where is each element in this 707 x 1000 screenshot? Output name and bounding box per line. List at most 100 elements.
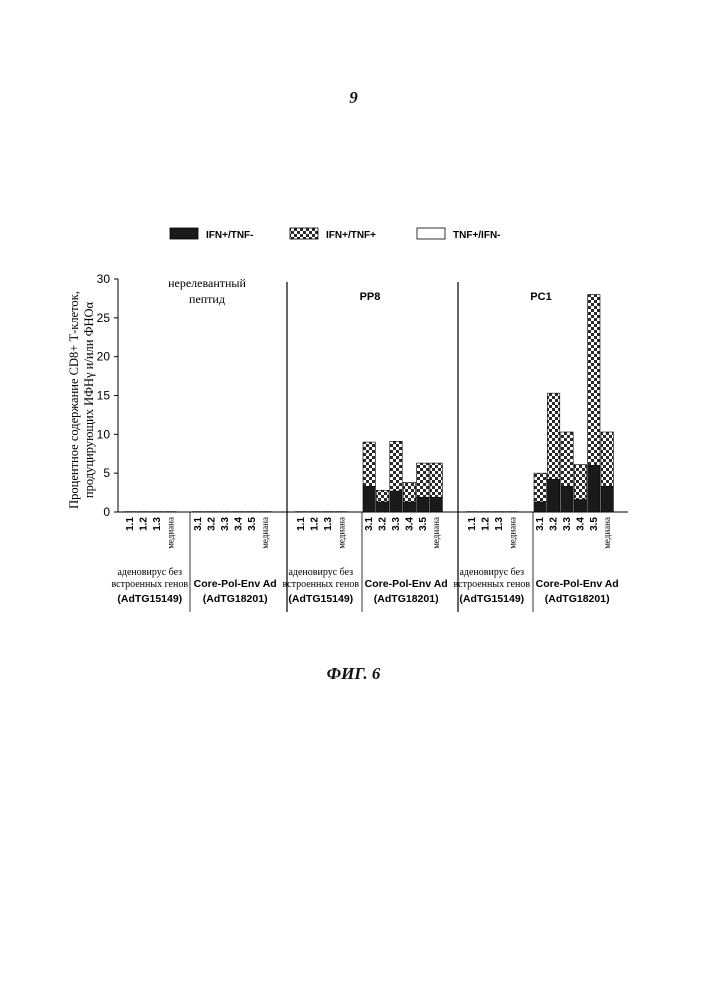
category-label: 3.2 — [378, 517, 389, 531]
bar-segment-ifntnf — [192, 511, 204, 512]
group-label-line1: Core-Pol-Env Ad — [194, 578, 277, 590]
category-label: медиана — [507, 517, 517, 549]
bar-segment-ifntnf — [601, 432, 613, 486]
group-label-line3: (AdTG15149) — [288, 593, 353, 605]
group-label-line2: (AdTG18201) — [374, 593, 439, 605]
y-tick-label: 10 — [97, 427, 111, 441]
category-label: медиана — [336, 517, 346, 549]
panel-title: PC1 — [530, 291, 551, 303]
bar-segment-ifntnf — [430, 463, 442, 497]
bar-segment-ifntnf — [479, 511, 491, 512]
category-label: 3.4 — [233, 517, 244, 531]
legend-swatch-3 — [417, 228, 445, 239]
group-label-line2: встроенных генов — [112, 579, 189, 590]
group-label-line2: встроенных генов — [283, 579, 360, 590]
y-tick-label: 30 — [97, 272, 111, 286]
group-label-line3: (AdTG15149) — [117, 593, 182, 605]
bar-segment-ifntnf — [534, 502, 546, 512]
bar-segment-ifntnf — [376, 502, 388, 512]
category-label: 3.1 — [193, 517, 204, 531]
y-tick-label: 25 — [97, 311, 111, 325]
category-label: медиана — [602, 517, 612, 549]
y-tick-label: 0 — [103, 505, 110, 519]
panel-title: нерелевантныйпептид — [168, 276, 246, 306]
bar-segment-ifntnf — [547, 393, 559, 479]
category-label: 3.5 — [418, 517, 429, 531]
group-label-line1: аденовирус без — [117, 567, 182, 578]
bar-segment-ifntnf — [363, 486, 375, 512]
category-label: 3.1 — [364, 517, 375, 531]
category-label: 1.2 — [481, 517, 492, 531]
bar-segment-ifntnf — [430, 497, 442, 512]
group-label-line3: (AdTG15149) — [459, 593, 524, 605]
bar-segment-ifntnf — [588, 295, 600, 466]
bar-segment-ifntnf — [601, 486, 613, 512]
category-label: 3.5 — [247, 517, 258, 531]
bar-segment-ifntnf — [246, 511, 258, 512]
bar-segment-ifntnf — [506, 511, 518, 512]
group-label-line2: (AdTG18201) — [203, 593, 268, 605]
y-axis-label: Процентное содержание CD8+ Т-клеток,прод… — [67, 291, 96, 509]
y-tick-label: 20 — [97, 350, 111, 364]
bar-segment-ifntnf — [493, 511, 505, 512]
legend-swatch-1 — [170, 228, 198, 239]
bar-segment-ifntnf — [403, 482, 415, 501]
group-label-line2: встроенных генов — [454, 579, 531, 590]
legend-swatch-2 — [290, 228, 318, 239]
category-label: 3.1 — [535, 517, 546, 531]
legend-label: IFN+/TNF- — [206, 230, 254, 241]
category-label: 3.4 — [404, 517, 415, 531]
bar-segment-ifntnf — [574, 465, 586, 500]
category-label: медиана — [165, 517, 175, 549]
bar-segment-ifntnf — [322, 511, 334, 512]
category-label: 1.1 — [467, 517, 478, 531]
category-label: 1.2 — [139, 517, 150, 531]
bar-segment-ifntnf — [363, 442, 375, 486]
bar-segment-ifntnf — [574, 500, 586, 512]
category-label: 3.3 — [220, 517, 231, 531]
bar-segment-ifntnf — [376, 490, 388, 502]
group-label-line1: аденовирус без — [459, 567, 524, 578]
category-label: 3.3 — [391, 517, 402, 531]
panel-title: PP8 — [360, 291, 381, 303]
group-label-line2: (AdTG18201) — [545, 593, 610, 605]
category-label: 3.2 — [549, 517, 560, 531]
bar-segment-ifntnf — [137, 511, 149, 512]
category-label: 3.2 — [207, 517, 218, 531]
bar-segment-ifntnf — [390, 491, 402, 512]
bar-segment-ifntnf — [335, 511, 347, 512]
bar-segment-ifntnf — [547, 479, 559, 512]
category-label: 3.3 — [562, 517, 573, 531]
bar-segment-ifntnf — [124, 511, 136, 512]
category-label: 1.3 — [152, 517, 163, 531]
bar-segment-ifntnf — [390, 441, 402, 491]
bar-segment-ifntnf — [417, 497, 429, 512]
category-label: 1.3 — [494, 517, 505, 531]
bar-segment-ifntnf — [561, 486, 573, 512]
bar-segment-ifntnf — [466, 511, 478, 512]
bar-segment-ifntnf — [164, 511, 176, 512]
bar-segment-ifntnf — [232, 511, 244, 512]
category-label: 1.3 — [323, 517, 334, 531]
category-label: 1.1 — [296, 517, 307, 531]
bar-segment-ifntnf — [561, 432, 573, 486]
category-label: 3.5 — [589, 517, 600, 531]
bar-segment-ifntnf — [403, 502, 415, 512]
legend-label: IFN+/TNF+ — [326, 230, 376, 241]
y-tick-label: 15 — [97, 389, 111, 403]
category-label: медиана — [431, 517, 441, 549]
bar-segment-ifntnf — [588, 465, 600, 512]
category-label: медиана — [260, 517, 270, 549]
group-label-line1: аденовирус без — [288, 567, 353, 578]
category-label: 1.1 — [125, 517, 136, 531]
figure-caption: ФИГ. 6 — [0, 664, 707, 684]
group-label-line1: Core-Pol-Env Ad — [536, 578, 619, 590]
legend-label: TNF+/IFN- — [453, 230, 501, 241]
category-label: 3.4 — [575, 517, 586, 531]
group-label-line1: Core-Pol-Env Ad — [365, 578, 448, 590]
y-tick-label: 5 — [103, 466, 110, 480]
bar-segment-ifntnf — [295, 511, 307, 512]
bar-segment-ifntnf — [259, 511, 271, 512]
bar-segment-ifntnf — [219, 511, 231, 512]
bar-segment-ifntnf — [205, 511, 217, 512]
